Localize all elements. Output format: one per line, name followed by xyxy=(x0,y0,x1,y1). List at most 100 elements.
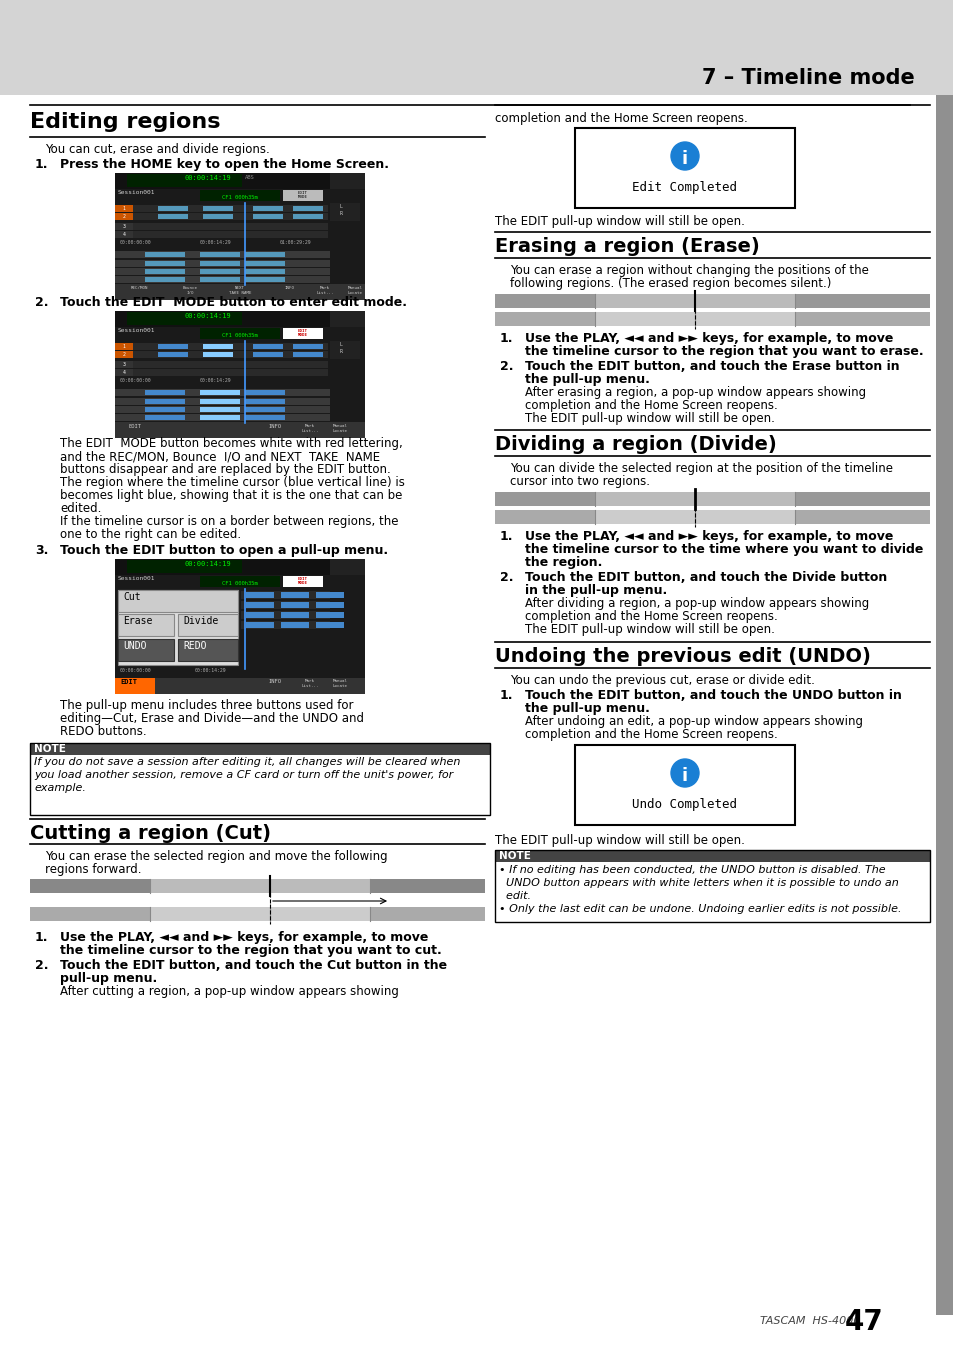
Bar xyxy=(200,252,240,256)
Bar xyxy=(115,575,365,589)
Bar xyxy=(115,398,330,405)
Bar xyxy=(293,215,323,219)
Text: 00:00:14:19: 00:00:14:19 xyxy=(185,562,232,567)
Bar xyxy=(115,173,365,189)
Text: Use the PLAY, ◄◄ and ►► keys, for example, to move: Use the PLAY, ◄◄ and ►► keys, for exampl… xyxy=(524,531,892,543)
Bar xyxy=(158,207,188,211)
Bar xyxy=(794,294,929,308)
Text: After cutting a region, a pop-up window appears showing: After cutting a region, a pop-up window … xyxy=(60,986,398,998)
Text: completion and the Home Screen reopens.: completion and the Home Screen reopens. xyxy=(495,112,747,126)
Text: CF1 000h35m: CF1 000h35m xyxy=(222,194,257,200)
Bar xyxy=(115,414,330,421)
Text: following regions. (The erased region becomes silent.): following regions. (The erased region be… xyxy=(510,277,830,290)
Bar xyxy=(575,128,794,208)
Text: regions forward.: regions forward. xyxy=(45,863,141,876)
Circle shape xyxy=(670,759,699,787)
Bar xyxy=(200,269,240,274)
Text: EDIT
MODE: EDIT MODE xyxy=(297,576,308,586)
Bar xyxy=(241,621,330,629)
Text: cursor into two regions.: cursor into two regions. xyxy=(510,475,649,487)
Text: 00:00:14:29: 00:00:14:29 xyxy=(200,378,232,383)
Bar xyxy=(115,559,365,694)
Text: Bounce
I/O: Bounce I/O xyxy=(182,286,197,294)
Bar xyxy=(200,261,240,266)
Bar xyxy=(127,312,242,325)
Text: Press the HOME key to open the Home Screen.: Press the HOME key to open the Home Scre… xyxy=(60,158,389,171)
Bar xyxy=(200,576,280,587)
Text: NEXT
TAKE NAME: NEXT TAKE NAME xyxy=(229,286,251,294)
Text: Cut: Cut xyxy=(123,593,140,602)
Bar xyxy=(132,223,328,230)
Text: becomes light blue, showing that it is the one that can be: becomes light blue, showing that it is t… xyxy=(60,489,402,502)
Text: pull-up menu.: pull-up menu. xyxy=(60,972,157,986)
Bar xyxy=(203,207,233,211)
Text: Erase: Erase xyxy=(123,616,152,626)
Text: the region.: the region. xyxy=(524,556,601,568)
Bar xyxy=(115,369,132,377)
Bar xyxy=(246,602,274,608)
Bar xyxy=(330,202,359,221)
Bar xyxy=(145,277,185,282)
Text: Touch the EDIT button, and touch the UNDO button in: Touch the EDIT button, and touch the UND… xyxy=(524,688,901,702)
Bar xyxy=(281,602,309,608)
Text: CF1 000h35m: CF1 000h35m xyxy=(222,333,257,338)
Bar xyxy=(30,907,484,921)
Bar xyxy=(200,414,240,420)
Text: Session001: Session001 xyxy=(118,328,155,333)
Bar xyxy=(178,639,237,662)
Bar xyxy=(118,590,237,666)
Bar xyxy=(132,343,328,350)
Text: 2.: 2. xyxy=(499,360,513,373)
Text: After undoing an edit, a pop-up window appears showing: After undoing an edit, a pop-up window a… xyxy=(524,716,862,728)
Bar xyxy=(253,207,283,211)
Text: 00:00:00:00: 00:00:00:00 xyxy=(120,668,152,674)
Text: 4: 4 xyxy=(122,370,125,375)
Text: 1.: 1. xyxy=(499,688,513,702)
Bar xyxy=(575,745,794,825)
Text: 00:00:14:19: 00:00:14:19 xyxy=(185,176,232,181)
Bar xyxy=(241,601,330,609)
Bar xyxy=(495,850,929,863)
Text: Session001: Session001 xyxy=(118,190,155,194)
Bar xyxy=(115,269,330,275)
Text: Touch the EDIT  MODE button to enter edit mode.: Touch the EDIT MODE button to enter edit… xyxy=(60,296,407,309)
Text: Session001: Session001 xyxy=(118,576,155,580)
Bar xyxy=(495,294,595,308)
Text: Divide: Divide xyxy=(183,616,218,626)
Text: 00:00:00:00: 00:00:00:00 xyxy=(120,378,152,383)
Text: 2.: 2. xyxy=(499,571,513,585)
Circle shape xyxy=(670,142,699,170)
Bar xyxy=(118,590,237,612)
Bar xyxy=(132,213,328,220)
Text: 3.: 3. xyxy=(35,544,49,558)
Bar xyxy=(330,173,365,189)
Bar xyxy=(315,622,344,628)
Bar xyxy=(794,312,929,325)
Bar xyxy=(115,327,365,342)
Bar xyxy=(200,406,240,412)
Bar xyxy=(115,189,365,202)
Text: Undoing the previous edit (UNDO): Undoing the previous edit (UNDO) xyxy=(495,647,870,666)
Bar xyxy=(178,614,237,636)
Text: Touch the EDIT button, and touch the Divide button: Touch the EDIT button, and touch the Div… xyxy=(524,571,886,585)
Text: Use the PLAY, ◄◄ and ►► keys, for example, to move: Use the PLAY, ◄◄ and ►► keys, for exampl… xyxy=(60,931,428,944)
Text: You can erase the selected region and move the following: You can erase the selected region and mo… xyxy=(45,850,387,863)
Text: The EDIT pull-up window will still be open.: The EDIT pull-up window will still be op… xyxy=(524,412,774,425)
Bar xyxy=(935,95,953,1315)
Bar xyxy=(245,277,285,282)
Bar xyxy=(330,559,365,575)
Bar xyxy=(115,678,154,694)
Text: EDIT: EDIT xyxy=(129,424,141,429)
Text: L: L xyxy=(339,342,342,347)
Text: NOTE: NOTE xyxy=(34,744,66,755)
Text: 1: 1 xyxy=(122,207,125,211)
Text: You can erase a region without changing the positions of the: You can erase a region without changing … xyxy=(510,265,868,277)
Bar xyxy=(241,612,330,620)
Text: you load another session, remove a CF card or turn off the unit's power, for: you load another session, remove a CF ca… xyxy=(34,769,453,780)
Text: the timeline cursor to the region that you want to cut.: the timeline cursor to the region that y… xyxy=(60,944,441,957)
Bar xyxy=(293,352,323,356)
Text: Manual
Locate: Manual Locate xyxy=(333,679,347,687)
Text: 3: 3 xyxy=(122,362,125,367)
Text: 2.: 2. xyxy=(35,296,49,309)
Bar xyxy=(115,310,365,327)
